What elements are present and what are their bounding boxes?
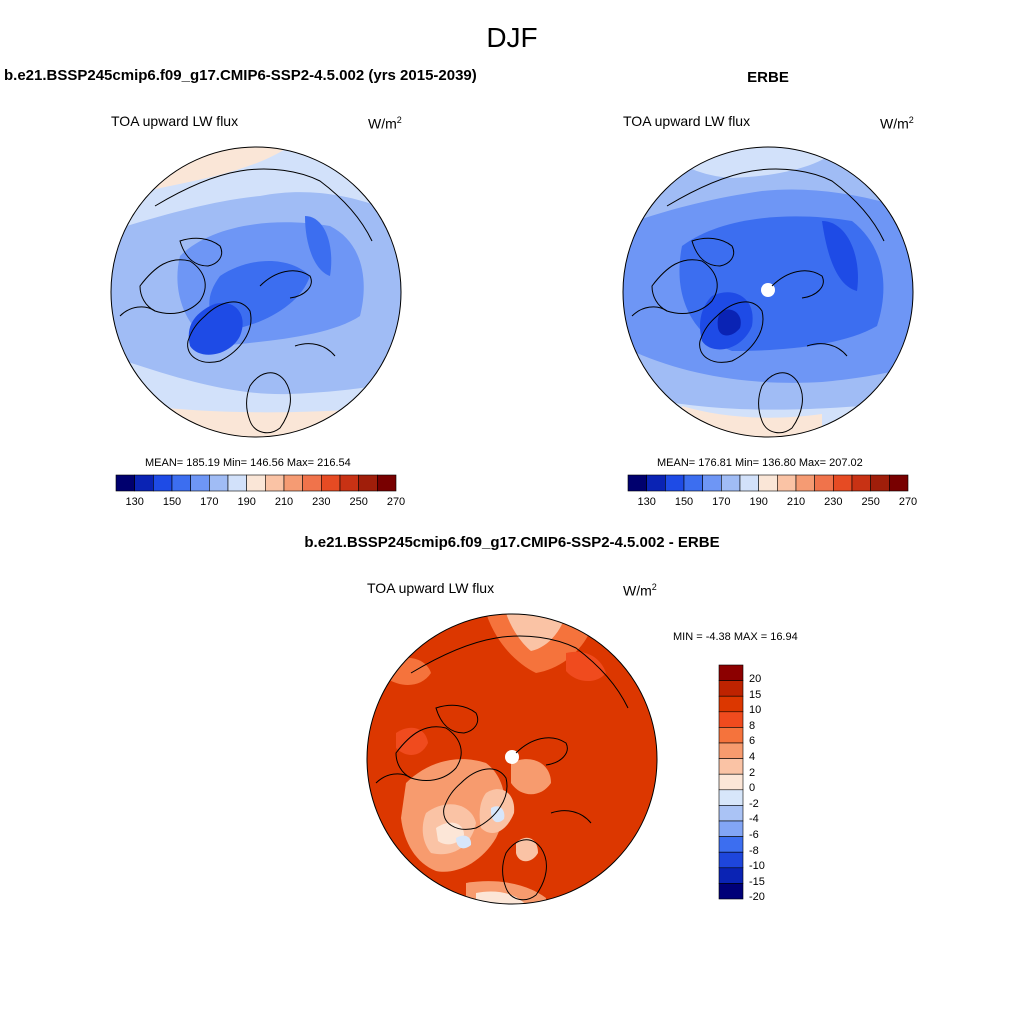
- diff-stats-label: MIN = -4.38 MAX = 16.94: [673, 631, 798, 643]
- obs-panel-title: ERBE: [747, 69, 789, 86]
- colorbar-swatch: [115, 474, 135, 492]
- colorbar-swatch: [627, 474, 647, 492]
- model-units-label: W/m2: [368, 115, 402, 132]
- colorbar-tick-label: 15: [749, 688, 762, 701]
- colorbar-tick-label: 8: [749, 719, 756, 732]
- model-polar-map: [110, 146, 402, 438]
- colorbar-tick-label: 6: [749, 735, 756, 748]
- colorbar-swatch: [283, 474, 303, 492]
- colorbar-tick-label: 210: [786, 496, 806, 508]
- colorbar-tick-label: -6: [749, 829, 759, 841]
- obs-colorbar-labels: 130 150 170 190 210 230 250 270: [628, 496, 917, 510]
- colorbar-tick-label: -8: [749, 844, 759, 857]
- colorbar-swatch: [171, 474, 191, 492]
- model-variable-label: TOA upward LW flux: [111, 113, 239, 129]
- colorbar-swatch: [209, 474, 229, 492]
- colorbar-swatch: [795, 474, 815, 492]
- colorbar-swatch: [153, 474, 173, 492]
- colorbar-swatch: [718, 742, 744, 759]
- colorbar-tick-label: -4: [749, 813, 759, 826]
- colorbar-swatch: [683, 474, 703, 492]
- model-colorbar-labels: 130 150 170 190 210 230 250 270: [116, 496, 405, 510]
- colorbar-tick-label: 170: [712, 496, 731, 508]
- colorbar-tick-label: 230: [824, 496, 843, 508]
- colorbar-swatch: [265, 474, 285, 492]
- colorbar-swatch: [870, 474, 890, 492]
- colorbar-tick-label: 130: [125, 496, 144, 508]
- obs-colorbar: [627, 474, 909, 492]
- colorbar-swatch: [718, 680, 744, 697]
- colorbar-tick-label: 250: [349, 496, 368, 508]
- colorbar-tick-label: 0: [749, 782, 756, 795]
- colorbar-swatch: [646, 474, 666, 492]
- colorbar-swatch: [246, 474, 266, 492]
- colorbar-tick-label: 130: [637, 496, 656, 508]
- colorbar-swatch: [718, 867, 744, 884]
- colorbar-swatch: [718, 727, 744, 744]
- colorbar-swatch: [321, 474, 341, 492]
- colorbar-swatch: [718, 883, 744, 900]
- colorbar-tick-label: -10: [749, 860, 765, 873]
- colorbar-swatch: [190, 474, 210, 492]
- colorbar-tick-label: 20: [749, 673, 762, 685]
- colorbar-tick-label: 10: [749, 704, 762, 717]
- colorbar-tick-label: 250: [861, 496, 880, 508]
- diff-panel-title: b.e21.BSSP245cmip6.f09_g17.CMIP6-SSP2-4.…: [304, 534, 720, 551]
- colorbar-swatch: [833, 474, 853, 492]
- obs-variable-label: TOA upward LW flux: [623, 113, 751, 129]
- diff-colorbar-labels: 20 15 10 8 6 4 2 0 -2 -4 -6 -8 -10 -15 -20: [749, 665, 789, 903]
- colorbar-tick-label: 150: [674, 496, 694, 508]
- colorbar-swatch: [718, 758, 744, 775]
- model-panel-title: b.e21.BSSP245cmip6.f09_g17.CMIP6-SSP2-4.…: [4, 67, 477, 84]
- colorbar-swatch: [718, 789, 744, 806]
- colorbar-swatch: [718, 805, 744, 822]
- colorbar-swatch: [718, 773, 744, 791]
- colorbar-tick-label: -20: [749, 891, 765, 904]
- colorbar-tick-label: 4: [749, 751, 756, 763]
- diff-units-label: W/m2: [623, 582, 657, 599]
- colorbar-swatch: [227, 474, 247, 492]
- diff-polar-map: [366, 613, 658, 905]
- colorbar-swatch: [377, 474, 397, 492]
- colorbar-swatch: [358, 474, 378, 492]
- colorbar-swatch: [339, 474, 359, 492]
- model-colorbar: [115, 474, 397, 492]
- diff-colorbar: [718, 664, 744, 900]
- colorbar-swatch: [665, 474, 685, 492]
- colorbar-tick-label: 270: [386, 496, 406, 508]
- figure-title: DJF: [486, 22, 538, 53]
- colorbar-tick-label: 210: [274, 496, 294, 508]
- colorbar-tick-label: 190: [237, 496, 256, 508]
- colorbar-swatch: [758, 474, 778, 492]
- colorbar-swatch: [739, 474, 759, 492]
- diff-variable-label: TOA upward LW flux: [367, 580, 495, 596]
- colorbar-swatch: [718, 695, 744, 713]
- colorbar-swatch: [777, 474, 797, 492]
- colorbar-swatch: [718, 851, 744, 869]
- colorbar-swatch: [718, 664, 744, 681]
- colorbar-swatch: [721, 474, 741, 492]
- colorbar-swatch: [814, 474, 834, 492]
- colorbar-swatch: [718, 836, 744, 853]
- colorbar-tick-label: -15: [749, 875, 765, 888]
- obs-polar-map: [622, 146, 914, 438]
- model-stats-label: MEAN= 185.19 Min= 146.56 Max= 216.54: [145, 457, 351, 469]
- colorbar-tick-label: 2: [749, 766, 756, 779]
- colorbar-tick-label: 190: [749, 496, 768, 508]
- colorbar-tick-label: -2: [749, 797, 759, 810]
- colorbar-swatch: [889, 474, 909, 492]
- colorbar-swatch: [302, 474, 322, 492]
- colorbar-swatch: [134, 474, 154, 492]
- colorbar-swatch: [851, 474, 871, 492]
- obs-units-label: W/m2: [880, 115, 914, 132]
- obs-stats-label: MEAN= 176.81 Min= 136.80 Max= 207.02: [657, 457, 863, 469]
- colorbar-swatch: [718, 711, 744, 728]
- colorbar-tick-label: 170: [200, 496, 219, 508]
- colorbar-tick-label: 270: [898, 496, 918, 508]
- colorbar-tick-label: 150: [162, 496, 182, 508]
- colorbar-swatch: [718, 820, 744, 837]
- colorbar-tick-label: 230: [312, 496, 331, 508]
- colorbar-swatch: [702, 474, 722, 492]
